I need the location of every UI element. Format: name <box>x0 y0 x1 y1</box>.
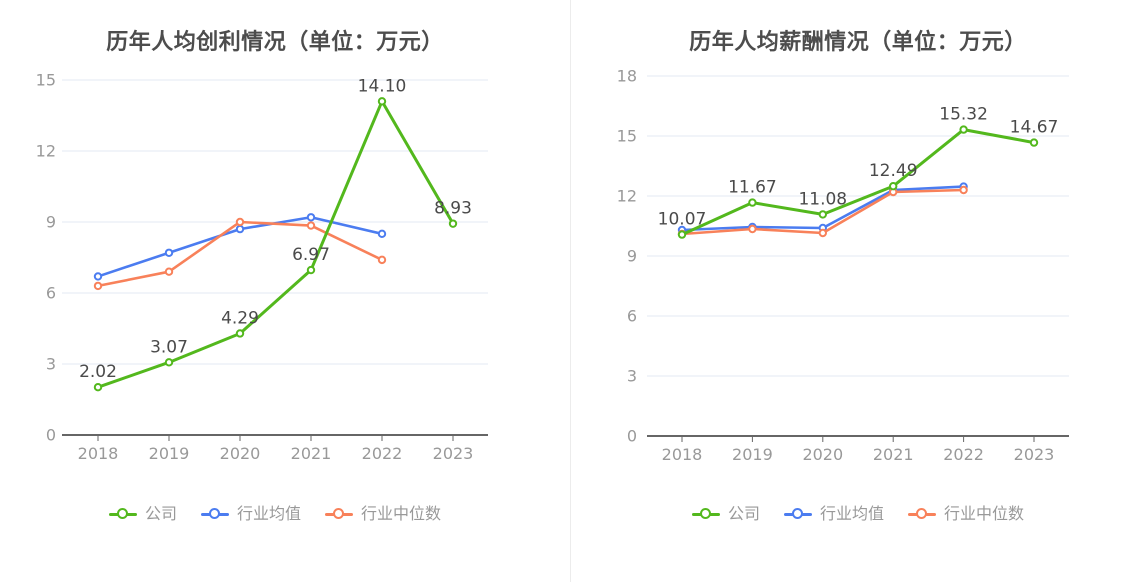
chart-canvas: 0 3 6 9 12 15 2018 2019 2020 2021 2022 2023 2.02 3.07… <box>36 70 488 463</box>
data-point-company[interactable] <box>164 358 174 367</box>
legend-label: 行业均值 <box>819 504 884 523</box>
salary-per-capita-chart: 历年人均薪酬情况（单位：万元） 0 3 6 9 12 15 18 2018 2019 2020 20… <box>567 0 1134 582</box>
data-point-company[interactable] <box>235 329 245 338</box>
x-axis-label: 2022 <box>362 444 403 463</box>
data-point-industry-median[interactable] <box>377 255 387 265</box>
data-point-industry-avg[interactable] <box>164 248 174 257</box>
legend-item-industry-avg[interactable]: 行业均值 <box>783 504 884 523</box>
legend: 公司 行业均值 行业中位数 <box>62 504 488 523</box>
data-label: 12.49 <box>869 161 918 181</box>
data-point-industry-median[interactable] <box>959 185 968 195</box>
data-point-company[interactable] <box>93 382 103 392</box>
data-point-company[interactable] <box>959 125 968 134</box>
data-label: 3.07 <box>150 337 188 357</box>
data-point-company[interactable] <box>377 97 387 106</box>
x-axis-label: 2021 <box>873 445 914 464</box>
data-label: 6.97 <box>292 245 330 265</box>
chart-title: 历年人均创利情况（单位：万元） <box>106 30 444 56</box>
legend-item-industry-median[interactable]: 行业中位数 <box>325 504 442 523</box>
y-axis-label: 9 <box>627 247 637 266</box>
data-point-industry-median[interactable] <box>235 217 245 227</box>
y-axis-label: 15 <box>36 70 56 89</box>
industry-median-series-icon <box>325 507 353 521</box>
data-point-industry-median[interactable] <box>748 224 757 234</box>
x-axis-label: 2023 <box>1014 445 1055 464</box>
data-point-industry-avg[interactable] <box>93 272 103 281</box>
y-axis-label: 3 <box>46 354 56 373</box>
vertical-divider <box>570 0 571 582</box>
chart-canvas: 0 3 6 9 12 15 18 2018 2019 2020 2021 2022 2023 10.07 1… <box>617 67 1069 464</box>
x-axis-label: 2022 <box>943 445 984 464</box>
y-axis-label: 6 <box>46 283 56 302</box>
x-axis-label: 2018 <box>78 444 119 463</box>
data-point-company[interactable] <box>889 182 898 191</box>
legend-label: 行业中位数 <box>944 504 1025 523</box>
series-line-company[interactable] <box>680 128 1036 237</box>
data-label: 14.67 <box>1010 118 1059 138</box>
data-point-company[interactable] <box>306 265 316 275</box>
data-point-industry-avg[interactable] <box>306 213 316 222</box>
legend-label: 行业均值 <box>236 504 301 523</box>
legend: 公司 行业均值 行业中位数 <box>645 504 1071 523</box>
data-label: 8.93 <box>434 199 472 219</box>
data-point-company[interactable] <box>1029 138 1039 147</box>
y-axis-label: 12 <box>36 141 56 160</box>
data-point-industry-median[interactable] <box>306 221 316 230</box>
data-point-company[interactable] <box>448 219 458 228</box>
x-axis-label: 2019 <box>149 444 190 463</box>
y-axis-label: 3 <box>627 367 637 386</box>
data-point-industry-median[interactable] <box>818 228 828 238</box>
chart-title: 历年人均薪酬情况（单位：万元） <box>689 30 1027 56</box>
x-axis-label: 2020 <box>220 444 261 463</box>
x-axis-label: 2021 <box>291 444 332 463</box>
data-label: 11.08 <box>798 189 847 209</box>
y-axis-label: 12 <box>617 187 637 206</box>
legend-item-industry-avg[interactable]: 行业均值 <box>200 504 301 523</box>
data-label: 4.29 <box>221 308 259 328</box>
y-axis-label: 9 <box>46 212 56 231</box>
industry-median-series-icon <box>908 507 936 521</box>
data-label: 15.32 <box>939 105 988 125</box>
x-axis-label: 2020 <box>802 445 843 464</box>
data-label: 10.07 <box>658 210 707 230</box>
data-point-industry-avg[interactable] <box>235 224 245 234</box>
legend-label: 公司 <box>144 504 177 523</box>
legend-label: 行业中位数 <box>361 504 442 523</box>
data-point-industry-median[interactable] <box>164 267 174 276</box>
series-line-company[interactable] <box>96 99 455 389</box>
x-axis-label: 2018 <box>662 445 703 464</box>
y-axis-label: 18 <box>617 67 637 86</box>
data-label: 11.67 <box>728 178 777 198</box>
data-label: 14.10 <box>358 76 407 96</box>
y-axis-label: 0 <box>627 427 637 446</box>
data-point-company[interactable] <box>818 210 828 219</box>
y-axis-label: 6 <box>627 307 637 326</box>
legend-item-company[interactable]: 公司 <box>108 504 177 523</box>
company-series-icon <box>691 507 720 521</box>
data-point-industry-median[interactable] <box>93 281 103 291</box>
legend-item-industry-median[interactable]: 行业中位数 <box>908 504 1025 523</box>
y-axis-label: 0 <box>46 426 56 445</box>
legend-label: 公司 <box>727 504 760 523</box>
data-point-industry-avg[interactable] <box>377 229 387 239</box>
industry-avg-series-icon <box>783 507 812 521</box>
x-axis-label: 2019 <box>732 445 773 464</box>
profit-per-capita-chart: 历年人均创利情况（单位：万元） 0 3 6 9 12 15 2018 2019 2020 2021… <box>36 30 488 523</box>
industry-avg-series-icon <box>200 507 229 521</box>
data-point-company[interactable] <box>677 230 687 239</box>
y-axis-label: 15 <box>617 127 637 146</box>
x-axis-label: 2023 <box>433 444 474 463</box>
data-label: 2.02 <box>79 362 117 382</box>
legend-item-company[interactable]: 公司 <box>691 504 760 523</box>
data-point-company[interactable] <box>748 198 757 207</box>
company-series-icon <box>108 507 137 521</box>
